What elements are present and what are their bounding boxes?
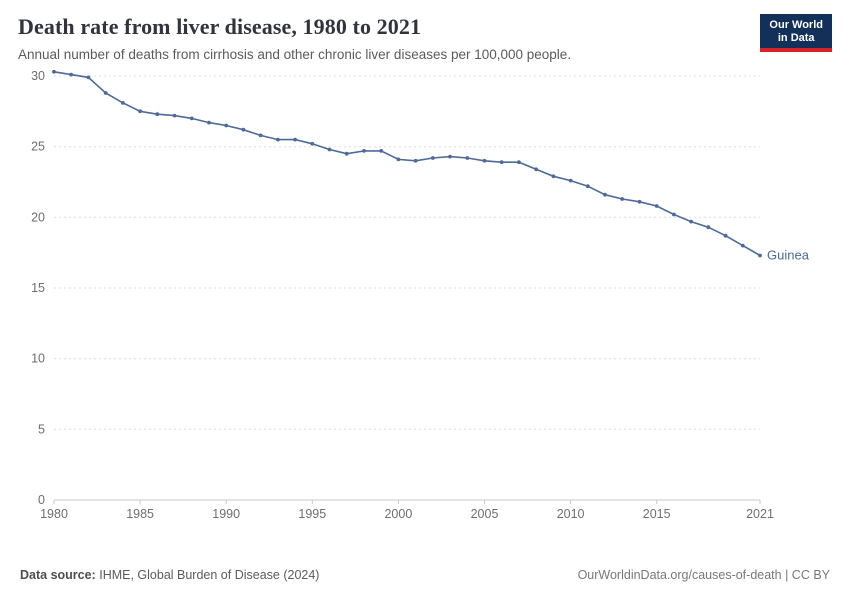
svg-text:5: 5 <box>38 422 45 436</box>
svg-text:30: 30 <box>31 69 45 83</box>
chart-area: 0 5 10 15 20 25 30 1980 1985 1990 1995 2000 2005 2010… <box>18 66 832 564</box>
svg-text:20: 20 <box>31 210 45 224</box>
svg-text:2010: 2010 <box>557 507 585 521</box>
svg-text:15: 15 <box>31 281 45 295</box>
page-title: Death rate from liver disease, 1980 to 2… <box>18 14 422 39</box>
svg-text:2015: 2015 <box>643 507 671 521</box>
chart-footer: Data source: IHME, Global Burden of Dise… <box>18 564 832 590</box>
svg-text:10: 10 <box>31 352 45 366</box>
owid-logo: Our World in Data <box>760 14 832 52</box>
svg-text:1985: 1985 <box>126 507 154 521</box>
svg-text:1980: 1980 <box>40 507 68 521</box>
svg-text:1990: 1990 <box>212 507 240 521</box>
owid-logo-line2: in Data <box>777 32 815 44</box>
svg-text:2021: 2021 <box>746 507 774 521</box>
data-source: Data source: IHME, Global Burden of Dise… <box>20 568 319 582</box>
svg-text:25: 25 <box>31 140 45 154</box>
svg-text:2000: 2000 <box>384 507 412 521</box>
svg-text:1995: 1995 <box>298 507 326 521</box>
data-source-label: Data source: <box>20 568 96 582</box>
line-chart: 0 5 10 15 20 25 30 1980 1985 1990 1995 2000 2005 2010… <box>31 69 810 521</box>
svg-text:0: 0 <box>38 493 45 507</box>
svg-text:Guinea: Guinea <box>767 248 810 263</box>
footer-link[interactable]: OurWorldinData.org/causes-of-death | CC … <box>577 568 830 582</box>
data-source-value: IHME, Global Burden of Disease (2024) <box>99 568 320 582</box>
svg-text:2005: 2005 <box>471 507 499 521</box>
page-subtitle: Annual number of deaths from cirrhosis a… <box>18 47 572 62</box>
chart-header: Death rate from liver disease, 1980 to 2… <box>18 14 832 62</box>
owid-logo-line1: Our World <box>769 19 823 31</box>
